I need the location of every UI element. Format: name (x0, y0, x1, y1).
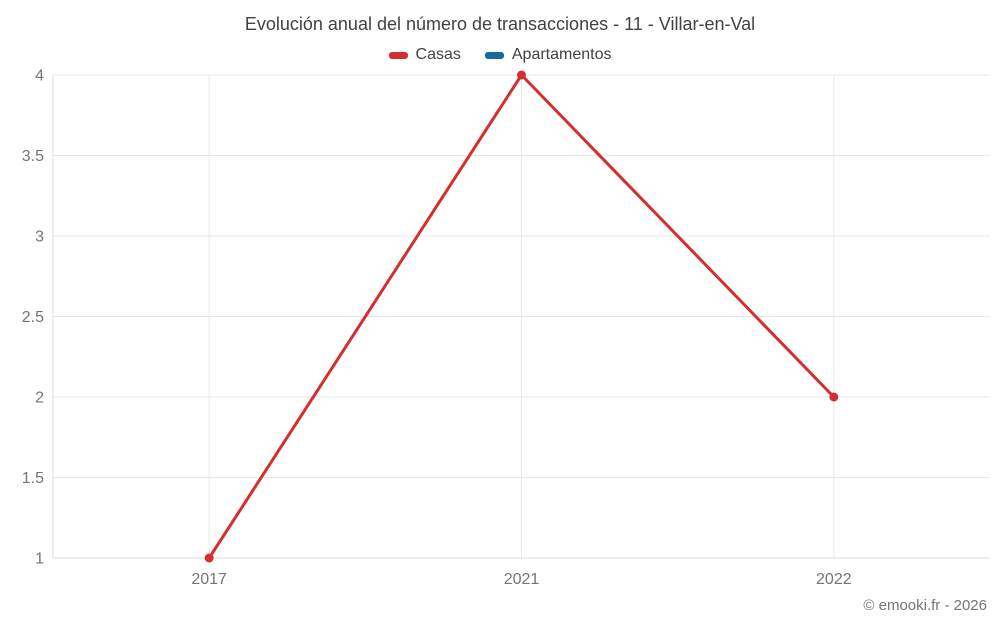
chart-title: Evolución anual del número de transaccio… (244, 14, 756, 34)
y-tick-label: 3 (35, 229, 44, 246)
chart-legend: Casas Apartamentos (0, 46, 1000, 64)
data-point-casas-2021[interactable] (517, 70, 526, 80)
y-tick-label: 1 (35, 551, 44, 568)
x-tick-label: 2022 (816, 571, 852, 588)
data-point-casas-2022[interactable] (829, 392, 839, 402)
legend-label-apartamentos: Apartamentos (511, 46, 612, 63)
legend-label-casas: Casas (415, 46, 461, 63)
legend-swatch-casas (388, 51, 408, 59)
legend-item-casas[interactable]: Casas (388, 46, 461, 64)
y-tick-label: 3.5 (22, 148, 44, 165)
y-tick-label: 1.5 (22, 470, 44, 487)
x-tick-label: 2017 (191, 571, 227, 588)
legend-swatch-apartamentos (484, 51, 504, 59)
legend-item-apartamentos[interactable]: Apartamentos (484, 46, 612, 64)
footer-credit: © emooki.fr - 2026 (863, 597, 987, 614)
y-tick-label: 2 (35, 390, 44, 407)
x-tick-label: 2021 (504, 571, 540, 588)
y-tick-label: 4 (35, 68, 44, 85)
data-point-casas-2017[interactable] (204, 553, 214, 563)
y-tick-label: 2.5 (22, 309, 44, 326)
